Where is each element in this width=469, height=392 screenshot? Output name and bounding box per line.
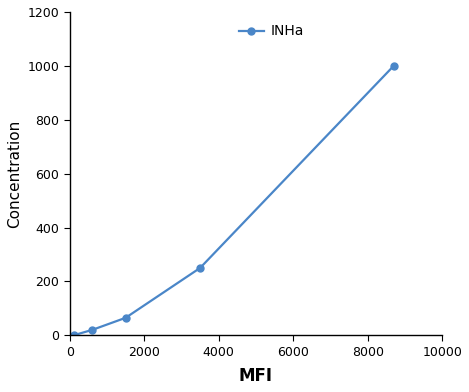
INHa bbox=[197, 266, 203, 270]
INHa bbox=[71, 333, 76, 338]
INHa bbox=[89, 328, 95, 332]
INHa bbox=[391, 64, 396, 68]
X-axis label: MFI: MFI bbox=[239, 367, 273, 385]
Line: INHa: INHa bbox=[70, 62, 397, 339]
Y-axis label: Concentration: Concentration bbox=[7, 120, 22, 228]
INHa bbox=[123, 316, 129, 320]
Legend: INHa: INHa bbox=[233, 19, 310, 44]
